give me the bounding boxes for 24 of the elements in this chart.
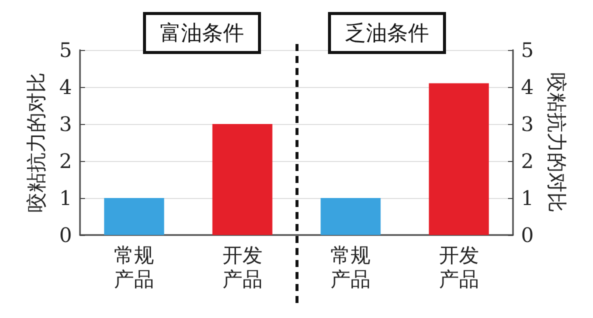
- bar: [320, 198, 381, 235]
- y2-tick-label: 4: [521, 75, 534, 99]
- y-tick-label: 2: [59, 149, 72, 173]
- y2-tick-label: 3: [521, 112, 534, 136]
- bar: [104, 198, 164, 235]
- y2-tick-label: 0: [521, 223, 534, 247]
- y2-tick-label: 5: [521, 38, 534, 62]
- bar: [212, 124, 272, 235]
- y2-tick-label: 2: [521, 149, 534, 173]
- y-tick-label: 0: [59, 223, 72, 247]
- y-tick-label: 5: [59, 38, 72, 62]
- x-tick-label: 常规产品: [114, 243, 154, 291]
- bar: [428, 83, 489, 235]
- x-tick-label: 开发产品: [222, 243, 262, 291]
- x-tick-label: 常规产品: [330, 243, 371, 291]
- text: 乏油条件: [328, 12, 446, 54]
- x-tick-label: 开发产品: [438, 243, 479, 291]
- y-tick-label: 1: [59, 186, 72, 210]
- y-tick-label: 4: [59, 75, 72, 99]
- y2-axis-title: 咬粘抗力的对比: [545, 72, 569, 212]
- y-tick-label: 3: [59, 112, 72, 136]
- y-axis-title: 咬粘抗力的对比: [24, 72, 48, 212]
- y2-tick-label: 1: [521, 186, 534, 210]
- text: 富油条件: [143, 12, 261, 54]
